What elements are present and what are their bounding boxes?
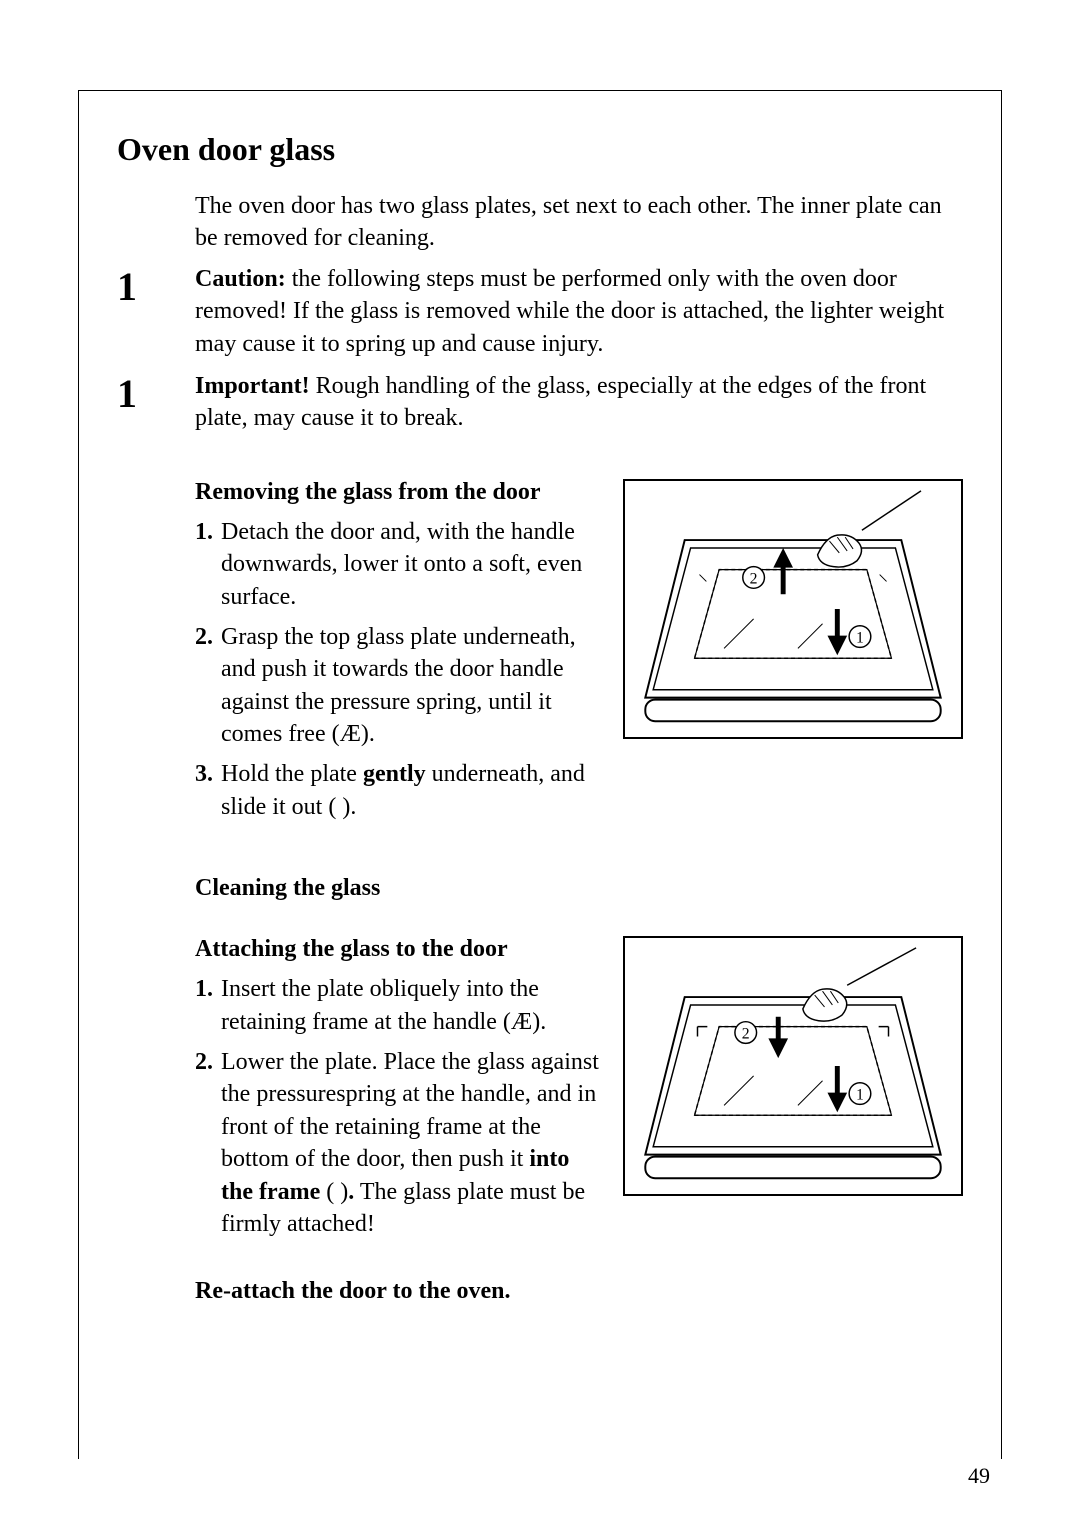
removing-diagram: 2 1	[623, 479, 963, 739]
attaching-figure: 2 1	[623, 936, 963, 1201]
fig1-label-2: 2	[750, 570, 758, 587]
caution-marker: 1	[117, 263, 195, 307]
removing-step-1: Detach the door and, with the handle dow…	[195, 516, 601, 613]
removing-heading: Removing the glass from the door	[195, 479, 601, 506]
reattach-heading: Re-attach the door to the oven.	[195, 1278, 963, 1305]
fig2-label-2: 2	[742, 1026, 750, 1043]
fig2-label-1: 1	[856, 1087, 864, 1104]
removing-step-2: Grasp the top glass plate underneath, an…	[195, 621, 601, 751]
caution-body: the following steps must be performed on…	[195, 266, 944, 357]
removing-figure: 2 1	[623, 479, 963, 744]
cleaning-heading: Cleaning the glass	[195, 875, 963, 902]
intro-paragraph: The oven door has two glass plates, set …	[195, 190, 963, 255]
important-text: Important! Rough handling of the glass, …	[195, 370, 963, 435]
attaching-heading: Attaching the glass to the door	[195, 936, 601, 963]
removing-step-3: Hold the plate gently underneath, and sl…	[195, 758, 601, 823]
page-frame: Oven door glass The oven door has two gl…	[78, 90, 1002, 1459]
attaching-diagram: 2 1	[623, 936, 963, 1196]
removing-steps: Detach the door and, with the handle dow…	[195, 516, 601, 824]
removing-section: Removing the glass from the door Detach …	[195, 479, 963, 832]
reattach-section: Re-attach the door to the oven.	[195, 1278, 963, 1305]
caution-label: Caution:	[195, 266, 286, 292]
section-title: Oven door glass	[117, 131, 963, 168]
intro-block: The oven door has two glass plates, set …	[195, 190, 963, 255]
important-row: 1 Important! Rough handling of the glass…	[117, 370, 963, 435]
fig1-label-1: 1	[856, 629, 864, 646]
caution-text: Caution: the following steps must be per…	[195, 263, 963, 360]
caution-row: 1 Caution: the following steps must be p…	[117, 263, 963, 360]
attaching-section: Attaching the glass to the door Insert t…	[195, 936, 963, 1248]
cleaning-section: Cleaning the glass	[195, 875, 963, 902]
important-marker: 1	[117, 370, 195, 414]
attaching-steps: Insert the plate obliquely into the reta…	[195, 973, 601, 1240]
attaching-step-2: Lower the plate. Place the glass against…	[195, 1046, 601, 1240]
page-number: 49	[968, 1463, 990, 1489]
attaching-step-1: Insert the plate obliquely into the reta…	[195, 973, 601, 1038]
important-label: Important!	[195, 373, 310, 399]
